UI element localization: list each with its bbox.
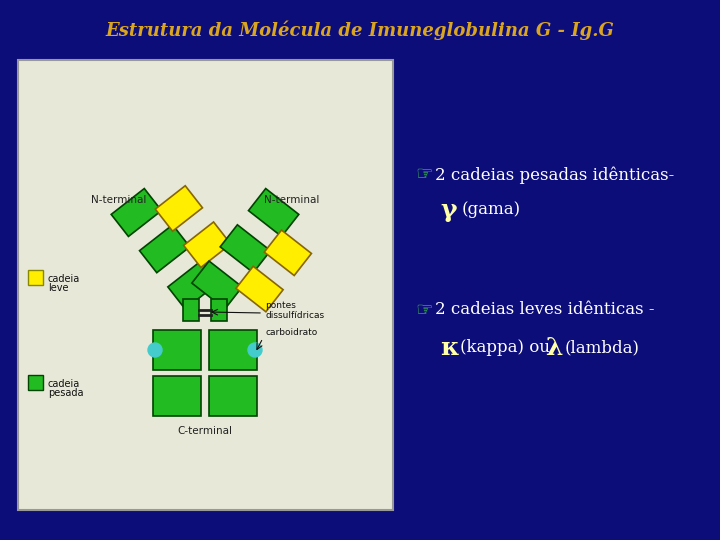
Text: N-terminal: N-terminal	[264, 194, 320, 205]
Text: (kappa) ou: (kappa) ou	[460, 340, 555, 356]
Text: κ: κ	[440, 336, 459, 360]
Text: cadeia: cadeia	[48, 379, 80, 389]
Text: C-terminal: C-terminal	[178, 426, 233, 436]
Polygon shape	[209, 330, 257, 370]
Polygon shape	[209, 376, 257, 416]
Circle shape	[248, 343, 262, 357]
Polygon shape	[153, 330, 201, 370]
Text: dissulfídricas: dissulfídricas	[265, 311, 324, 320]
Bar	[28, 270, 43, 285]
Polygon shape	[264, 230, 312, 275]
Polygon shape	[156, 186, 202, 231]
Text: (gama): (gama)	[462, 201, 521, 219]
Polygon shape	[183, 299, 199, 321]
Polygon shape	[111, 188, 161, 237]
Text: leve: leve	[48, 283, 68, 293]
Text: 2 cadeias pesadas idênticas-: 2 cadeias pesadas idênticas-	[435, 166, 674, 184]
Text: pontes: pontes	[265, 301, 296, 310]
Text: Estrutura da Molécula de Imuneglobulina G - Ig.G: Estrutura da Molécula de Imuneglobulina …	[106, 20, 614, 40]
Text: λ: λ	[545, 336, 562, 360]
Polygon shape	[168, 261, 218, 309]
Polygon shape	[140, 225, 190, 273]
Text: 2 cadeias leves idênticas -: 2 cadeias leves idênticas -	[435, 301, 654, 319]
Text: cadeia: cadeia	[48, 274, 80, 284]
Circle shape	[148, 343, 162, 357]
Bar	[18, 60, 393, 510]
Text: pesada: pesada	[48, 388, 84, 398]
Polygon shape	[211, 299, 227, 321]
Polygon shape	[184, 222, 231, 267]
Polygon shape	[192, 261, 242, 309]
Text: carboidrato: carboidrato	[265, 328, 318, 337]
Text: γ: γ	[440, 198, 456, 222]
Bar	[28, 375, 43, 390]
Text: ☞: ☞	[415, 300, 433, 320]
Polygon shape	[248, 188, 299, 237]
Polygon shape	[220, 225, 271, 273]
Text: N-terminal: N-terminal	[91, 194, 146, 205]
Polygon shape	[153, 376, 201, 416]
Text: ☞: ☞	[415, 165, 433, 185]
Polygon shape	[236, 266, 283, 312]
Text: (lambda): (lambda)	[565, 340, 640, 356]
